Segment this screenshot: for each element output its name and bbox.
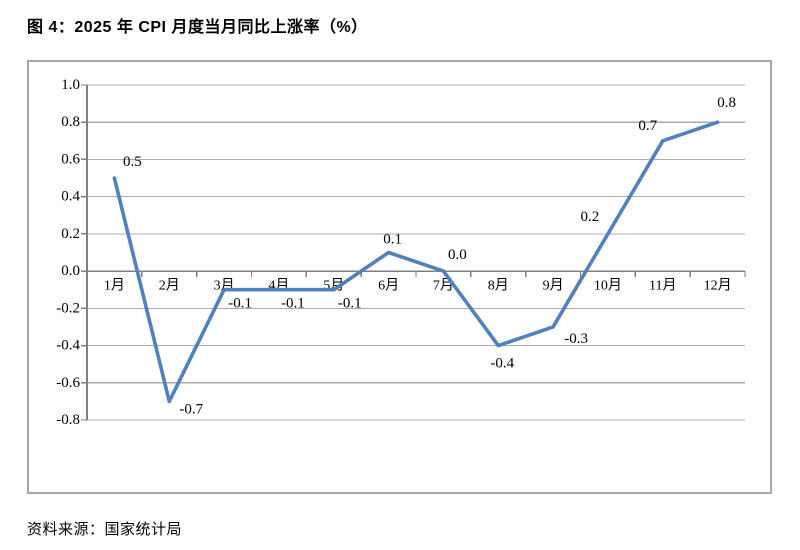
x-axis-label: 12月 xyxy=(704,278,732,294)
x-axis-label: 2月 xyxy=(159,278,180,294)
y-axis-label: -0.8 xyxy=(56,412,80,428)
data-label: -0.1 xyxy=(338,296,362,312)
data-label: -0.4 xyxy=(490,356,514,372)
x-axis-label: 6月 xyxy=(378,278,399,294)
data-label: 0.5 xyxy=(123,154,142,170)
y-axis-label: 0.4 xyxy=(61,189,80,205)
y-axis-label: -0.2 xyxy=(56,300,80,316)
cpi-series-line xyxy=(112,120,720,404)
y-axis-label: 0.0 xyxy=(61,263,80,279)
y-axis-label: 0.8 xyxy=(61,114,80,130)
data-label: 0.1 xyxy=(383,232,402,248)
source-note: 资料来源：国家统计局 xyxy=(27,521,183,538)
x-axis-label: 9月 xyxy=(543,278,564,294)
data-label: -0.3 xyxy=(564,331,588,347)
x-axis-label: 8月 xyxy=(488,278,509,294)
x-axis-label: 1月 xyxy=(104,278,125,294)
y-axis-label: 0.2 xyxy=(61,226,80,242)
y-axis-label: -0.6 xyxy=(56,375,80,391)
data-label: -0.1 xyxy=(281,296,305,312)
data-label: 0.0 xyxy=(448,247,467,263)
y-axis-label: 1.0 xyxy=(61,77,80,93)
data-label: 0.8 xyxy=(717,95,736,111)
x-axis-label: 10月 xyxy=(594,278,622,294)
data-label: 0.2 xyxy=(581,209,600,225)
data-label: -0.1 xyxy=(228,296,252,312)
data-label: 0.7 xyxy=(638,118,657,134)
y-axis-label: 0.6 xyxy=(61,151,80,167)
data-label: -0.7 xyxy=(179,401,203,417)
page-title: 图 4：2025 年 CPI 月度当月同比上涨率（%） xyxy=(27,19,368,36)
x-axis-label: 11月 xyxy=(649,278,676,294)
chart-area: 1.0 0.8 0.6 0.4 0.2 0.0 -0.2 -0.4 -0.6 -0.8 1月 2月 3月… xyxy=(27,60,772,494)
x-axis-label: 7月 xyxy=(433,278,454,294)
y-axis-label: -0.4 xyxy=(56,338,80,354)
cpi-line-chart: 1.00.80.60.40.20.0-0.2-0.4-0.6-0.81月 2月 3月… xyxy=(56,77,746,428)
